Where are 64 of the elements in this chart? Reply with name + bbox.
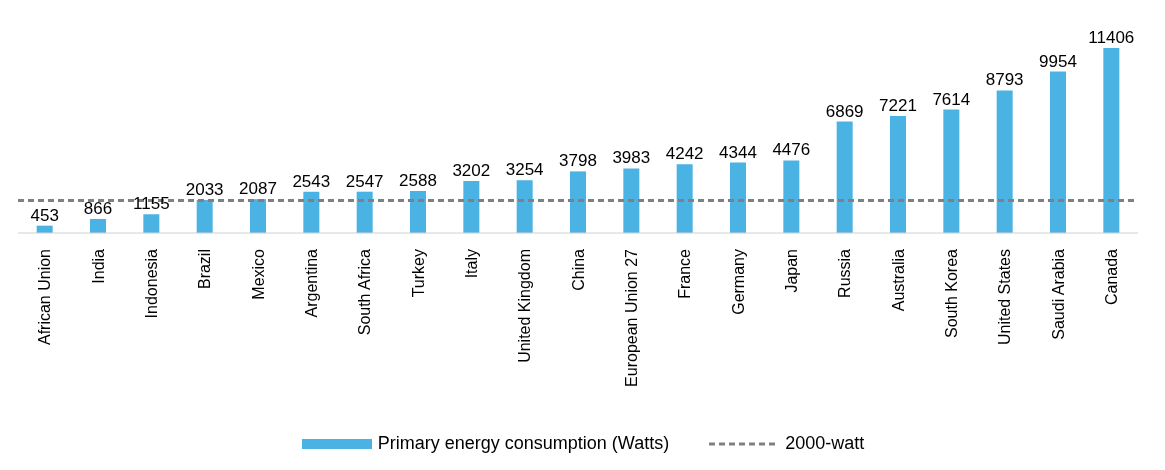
x-tick-label: United States bbox=[996, 249, 1014, 346]
legend-label: 2000-watt bbox=[785, 433, 865, 454]
bar bbox=[1050, 71, 1066, 233]
x-tick-label: Japan bbox=[782, 249, 800, 293]
bar bbox=[143, 214, 160, 233]
x-tick-label: Mexico bbox=[249, 248, 267, 300]
bar bbox=[996, 90, 1013, 233]
x-tick-label: Canada bbox=[1102, 248, 1120, 306]
data-label: 453 bbox=[30, 205, 59, 225]
data-label: 1155 bbox=[133, 194, 170, 214]
bar bbox=[1103, 48, 1120, 233]
x-tick-label: Argentina bbox=[302, 248, 320, 318]
bar bbox=[90, 218, 106, 233]
x-tick-label: Australia bbox=[889, 248, 907, 312]
data-label: 3254 bbox=[505, 160, 544, 180]
data-label: 4242 bbox=[665, 144, 704, 164]
bar bbox=[783, 160, 800, 233]
x-tick-label: Russia bbox=[836, 248, 854, 298]
bar bbox=[303, 191, 320, 233]
data-label: 2543 bbox=[292, 171, 331, 191]
x-tick-label: Saudi Arabia bbox=[1049, 248, 1067, 340]
x-tick-label: Indonesia bbox=[142, 248, 160, 319]
data-label: 8793 bbox=[985, 70, 1024, 90]
data-label: 11406 bbox=[1088, 28, 1135, 47]
data-label: 2033 bbox=[185, 180, 224, 200]
data-label: 7221 bbox=[879, 95, 917, 115]
bar bbox=[250, 199, 266, 233]
x-tick-label: Turkey bbox=[409, 249, 427, 298]
bar bbox=[356, 191, 373, 233]
bar bbox=[943, 109, 960, 233]
data-label: 4344 bbox=[719, 142, 757, 162]
x-tick-label: African Union bbox=[36, 249, 54, 346]
data-label: 7614 bbox=[932, 89, 971, 109]
data-label: 3202 bbox=[452, 161, 491, 181]
bar bbox=[836, 121, 853, 233]
x-tick-label: European Union 27 bbox=[622, 248, 640, 387]
x-tick-label: France bbox=[676, 248, 694, 299]
x-tick-label: India bbox=[89, 248, 107, 284]
bar bbox=[890, 115, 906, 233]
x-tick-label: Italy bbox=[462, 249, 480, 279]
x-tick-label: Germany bbox=[729, 249, 747, 315]
data-label: 2087 bbox=[239, 179, 277, 199]
bar bbox=[730, 162, 746, 233]
x-tick-label: China bbox=[569, 248, 587, 291]
bar bbox=[516, 180, 533, 233]
x-tick-label: South Africa bbox=[356, 248, 374, 336]
bar bbox=[196, 200, 213, 233]
x-tick-label: South Korea bbox=[942, 248, 960, 338]
bar bbox=[410, 191, 426, 233]
data-label: 3983 bbox=[612, 148, 651, 168]
bar bbox=[570, 171, 586, 233]
data-label: 2547 bbox=[345, 171, 384, 191]
legend-label: Primary energy consumption (Watts) bbox=[377, 433, 670, 454]
data-label: 6869 bbox=[825, 101, 864, 121]
x-tick-label: United Kingdom bbox=[516, 249, 534, 363]
data-label: 9954 bbox=[1039, 51, 1077, 71]
bar bbox=[676, 164, 693, 233]
x-tick-label: Brazil bbox=[196, 249, 214, 290]
data-label: 866 bbox=[83, 198, 113, 218]
data-label: 2588 bbox=[399, 171, 437, 191]
data-label: 4476 bbox=[772, 140, 811, 160]
bar bbox=[463, 181, 480, 233]
data-label: 3798 bbox=[559, 151, 597, 171]
bar bbox=[623, 168, 640, 233]
